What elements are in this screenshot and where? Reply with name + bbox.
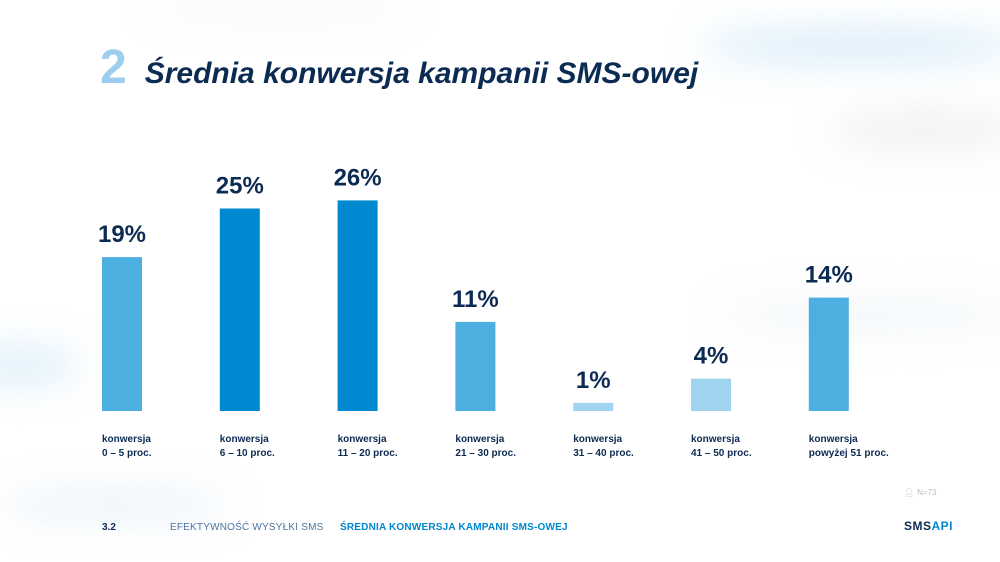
category-label: konwersja powyżej 51 proc. <box>809 433 929 461</box>
bar-value-label: 14% <box>805 262 853 289</box>
category-label-line2: powyżej 51 proc. <box>808 448 889 459</box>
category-label: konwersja 11 – 20 proc. <box>338 433 458 461</box>
sample-size-note: 👤︎ N=73 <box>904 488 937 497</box>
category-label-line2: 21 – 30 proc. <box>455 448 516 459</box>
footer-page-number: 3.2 <box>102 522 116 533</box>
category-label: konwersja 6 – 10 proc. <box>220 433 340 461</box>
category-label-line1: konwersja <box>219 434 269 445</box>
person-icon: 👤︎ <box>904 488 915 497</box>
category-label-line2: 6 – 10 proc. <box>219 448 275 459</box>
bar-value-label: 26% <box>334 164 382 191</box>
background-blur <box>0 490 230 520</box>
bar-value-label: 4% <box>694 343 729 370</box>
background-blur <box>150 0 410 16</box>
footer-current-topic[interactable]: ŚREDNIA KONWERSJA KAMPANII SMS-OWEJ <box>340 522 568 533</box>
bar <box>808 297 849 411</box>
category-label: konwersja 21 – 30 proc. <box>455 433 575 461</box>
background-blur <box>830 110 1000 150</box>
category-label-line1: konwersja <box>691 434 740 445</box>
bar <box>573 402 614 411</box>
bar <box>455 321 496 411</box>
logo-part-sms: SMS <box>904 519 932 533</box>
category-label-line1: konwersja <box>455 434 505 445</box>
bar-value-label: 25% <box>216 173 264 200</box>
page-title: Średnia konwersja kampanii SMS-owej <box>144 57 699 90</box>
logo-part-api: API <box>931 519 954 533</box>
category-label-line2: 0 – 5 proc. <box>102 448 152 459</box>
category-label-line1: konwersja <box>573 434 623 445</box>
bar-value-label: 11% <box>452 286 499 313</box>
bar <box>102 257 142 411</box>
category-label: konwersja 41 – 50 proc. <box>691 433 811 461</box>
section-number: 2 <box>100 41 127 94</box>
category-label-line1: konwersja <box>337 434 387 445</box>
category-label: konwersja 0 – 5 proc. <box>102 433 222 461</box>
smsapi-logo: SMSAPI <box>904 519 953 533</box>
category-label-line1: konwersja <box>808 434 858 445</box>
bar <box>337 200 378 411</box>
bar <box>219 208 260 411</box>
category-label-line1: konwersja <box>102 434 151 445</box>
bar-value-label: 19% <box>98 221 146 248</box>
category-label-line2: 11 – 20 proc. <box>337 448 398 459</box>
bar-value-label: 1% <box>576 367 611 394</box>
bar <box>691 378 731 411</box>
background-blur <box>700 28 1000 64</box>
category-label-line2: 41 – 50 proc. <box>691 448 752 459</box>
category-label-line2: 31 – 40 proc. <box>573 448 634 459</box>
background-blur <box>720 300 1000 330</box>
sample-size-text: N=73 <box>917 488 937 497</box>
footer-section-link[interactable]: EFEKTYWNOŚĆ WYSYŁKI SMS <box>170 522 324 533</box>
slide-title: 2 Średnia konwersja kampanii SMS-owej <box>100 44 698 92</box>
category-label: konwersja 31 – 40 proc. <box>573 433 693 461</box>
